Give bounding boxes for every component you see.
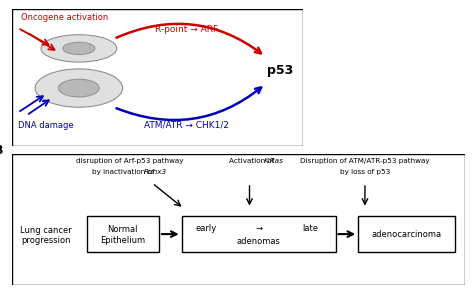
Text: adenocarcinoma: adenocarcinoma [372, 230, 442, 239]
Text: Normal: Normal [108, 225, 138, 234]
Ellipse shape [41, 35, 117, 62]
Text: late: late [302, 224, 319, 233]
Text: R-point → ARF: R-point → ARF [155, 25, 219, 34]
FancyBboxPatch shape [182, 216, 336, 252]
Text: ATM/ATR → CHK1/2: ATM/ATR → CHK1/2 [144, 121, 229, 130]
FancyBboxPatch shape [87, 216, 159, 252]
Text: Activation of: Activation of [229, 158, 277, 164]
Ellipse shape [35, 69, 123, 107]
Ellipse shape [63, 42, 95, 54]
Text: early: early [196, 224, 217, 233]
Text: disruption of Arf-p53 pathway: disruption of Arf-p53 pathway [76, 158, 183, 164]
Text: Disruption of ATM/ATR-p53 pathway: Disruption of ATM/ATR-p53 pathway [300, 158, 430, 164]
FancyBboxPatch shape [12, 154, 465, 285]
Text: by loss of p53: by loss of p53 [340, 169, 390, 175]
Text: Lung cancer: Lung cancer [20, 226, 72, 235]
Text: Epithelium: Epithelium [100, 236, 146, 245]
Text: DNA damage: DNA damage [18, 121, 73, 130]
Text: progression: progression [21, 236, 71, 245]
Text: Runx3: Runx3 [144, 169, 167, 175]
Ellipse shape [58, 79, 99, 97]
FancyBboxPatch shape [358, 216, 456, 252]
Text: by inactivation of: by inactivation of [92, 169, 157, 175]
Text: Oncogene activation: Oncogene activation [20, 13, 108, 22]
FancyBboxPatch shape [12, 9, 303, 145]
Text: →: → [255, 224, 262, 233]
Text: B: B [0, 144, 3, 157]
Text: K-Ras: K-Ras [264, 158, 284, 164]
Text: p53: p53 [267, 64, 293, 77]
Text: adenomas: adenomas [237, 237, 281, 246]
